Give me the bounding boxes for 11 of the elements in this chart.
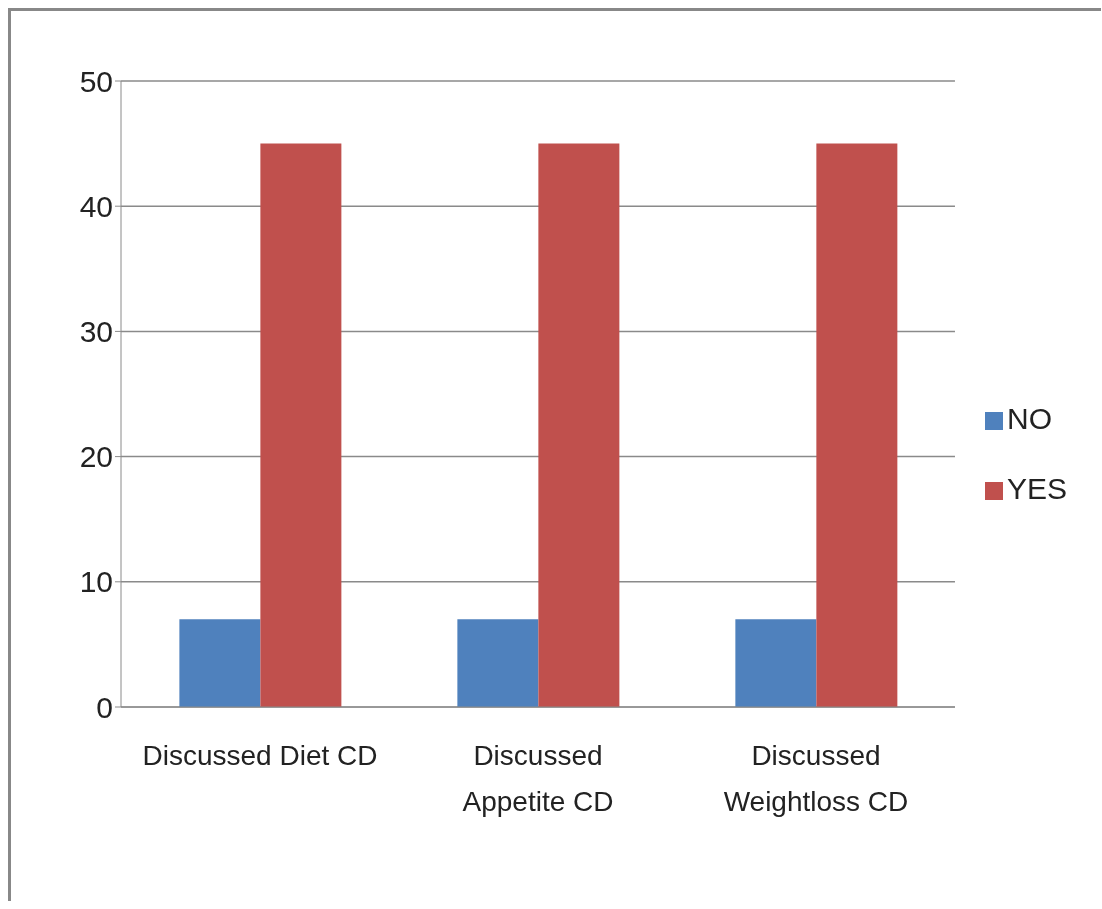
x-tick-label: Discussed Appetite CD (462, 740, 614, 817)
legend-label: NO (1006, 402, 1052, 435)
y-tick-label: 0 (96, 690, 113, 724)
y-tick-label: 10 (79, 565, 113, 599)
x-tick-label: Discussed Diet CD (142, 740, 378, 771)
x-tick-label: Discussed Weightloss CD (723, 740, 909, 817)
y-tick-label: 30 (79, 315, 113, 349)
y-tick-label: 50 (79, 64, 113, 98)
legend-label: YES (1006, 472, 1067, 505)
y-tick-label: 20 (79, 440, 113, 474)
y-tick-label: 40 (79, 189, 113, 223)
